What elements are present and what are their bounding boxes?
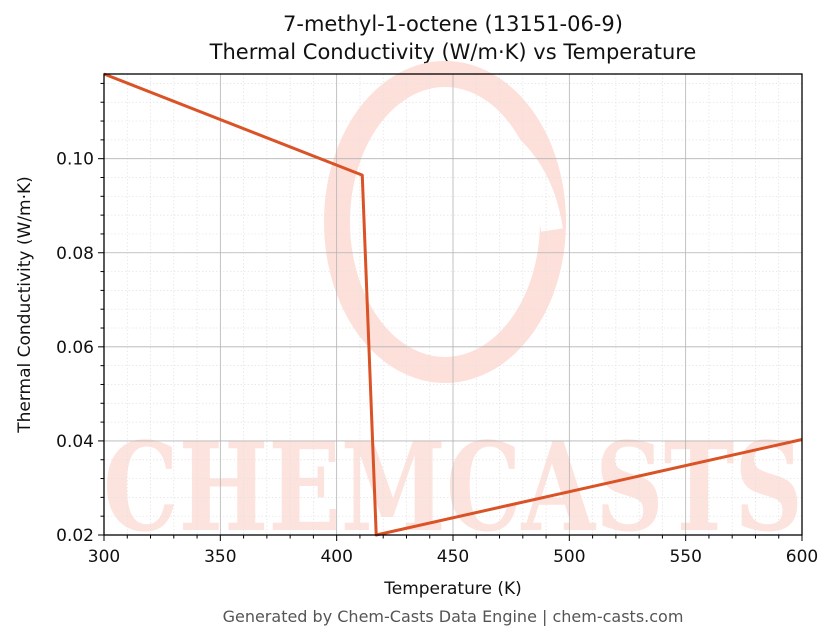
y-tick-label: 0.08 (56, 244, 94, 264)
watermark-ring-gap (465, 109, 563, 232)
y-tick-label: 0.06 (56, 338, 94, 358)
x-tick-label: 600 (786, 547, 818, 567)
y-tick-label: 0.04 (56, 432, 94, 452)
x-tick-label: 350 (204, 547, 236, 567)
x-tick-label: 400 (320, 547, 352, 567)
x-tick-label: 500 (553, 547, 585, 567)
series-layer (103, 72, 803, 537)
y-tick-label: 0.02 (56, 526, 94, 546)
x-tick-label: 450 (437, 547, 469, 567)
x-tick-label: 550 (669, 547, 701, 567)
footer-credit: Generated by Chem-Casts Data Engine | ch… (222, 607, 684, 626)
chart-title-line2: Thermal Conductivity (W/m·K) vs Temperat… (209, 40, 697, 64)
y-tick-label: 0.10 (56, 150, 94, 170)
x-tick-label: 300 (88, 547, 120, 567)
chart-title-line1: 7-methyl-1-octene (13151-06-9) (283, 12, 623, 36)
series-line (103, 72, 803, 537)
x-axis-ticks: 300 350 400 450 500 550 600 (88, 535, 818, 567)
x-axis-label: Temperature (K) (383, 579, 522, 599)
y-axis-label: Thermal Conductivity (W/m·K) (15, 176, 35, 434)
y-axis-ticks: 0.02 0.04 0.06 0.08 0.10 (56, 82, 104, 546)
